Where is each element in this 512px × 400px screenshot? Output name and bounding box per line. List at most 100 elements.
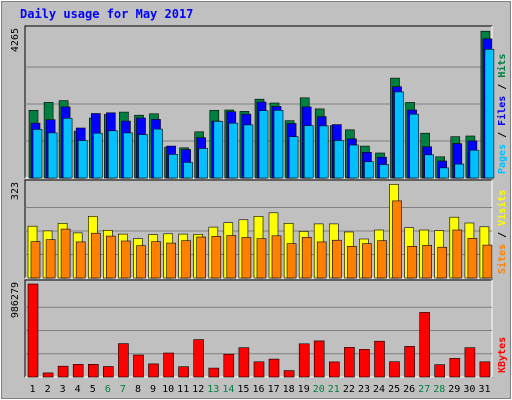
bar-pages	[439, 167, 450, 179]
bar-kbytes	[57, 365, 69, 378]
panel-bottom: 986279 KBytes	[10, 279, 508, 378]
bar-sites	[121, 240, 131, 279]
bar-kbytes	[359, 349, 370, 378]
bar-sites	[392, 200, 402, 279]
bar-kbytes	[268, 358, 280, 378]
bar-pages	[484, 48, 495, 179]
bar-sites	[136, 245, 146, 279]
bar-kbytes	[374, 340, 385, 378]
bar-sites	[256, 238, 267, 279]
x-tick-label: 20	[313, 384, 325, 395]
bar-kbytes	[72, 363, 84, 378]
x-tick-label: 14	[222, 384, 234, 395]
y-max-label: 4265	[10, 28, 21, 52]
x-tick-label: 11	[177, 384, 189, 395]
bar-pages	[318, 125, 329, 179]
x-tick-label: 3	[60, 384, 66, 395]
bar-kbytes	[238, 347, 250, 378]
bar-kbytes	[434, 364, 446, 378]
bar-sites	[226, 235, 237, 279]
bar-pages	[394, 91, 404, 179]
bar-pages	[469, 149, 480, 179]
bar-pages	[228, 122, 239, 179]
x-tick-label: 7	[120, 384, 126, 395]
bar-kbytes	[464, 347, 476, 378]
y-max-label: 323	[10, 182, 21, 200]
bar-pages	[108, 130, 118, 179]
x-tick-label: 29	[448, 384, 460, 395]
bar-pages	[47, 132, 58, 179]
bar-kbytes	[449, 358, 461, 378]
bar-sites	[60, 228, 71, 279]
bar-kbytes	[42, 372, 54, 378]
x-tick-label: 8	[135, 384, 141, 395]
x-tick-label: 24	[373, 384, 385, 395]
bar-kbytes	[88, 363, 99, 378]
side-legend: Pages / Files / Hits	[496, 54, 508, 174]
x-tick-label: 19	[298, 384, 310, 395]
side-legend-kbytes: KBytes	[497, 337, 508, 373]
x-tick-label: 10	[162, 384, 174, 395]
bar-pages	[93, 132, 103, 179]
bar-pages	[168, 154, 178, 179]
bar-sites	[301, 237, 312, 279]
x-tick-label: 22	[343, 384, 355, 395]
bar-sites	[211, 236, 222, 279]
x-tick-label: 12	[192, 384, 204, 395]
bar-pages	[183, 162, 193, 179]
bar-pages	[273, 110, 284, 179]
x-tick-label: 4	[75, 384, 81, 395]
bar-kbytes	[479, 361, 491, 378]
bar-sites	[151, 241, 161, 279]
bar-kbytes	[404, 346, 415, 378]
bar-kbytes	[103, 366, 114, 378]
bar-kbytes	[27, 283, 39, 378]
side-legend-pages: Pages	[497, 144, 508, 174]
side-legend-sep: /	[497, 78, 508, 96]
side-legend-sites: Sites	[496, 244, 508, 274]
x-tick-label: 26	[403, 384, 415, 395]
x-tick-label: 31	[478, 384, 490, 395]
side-legend-sep: /	[497, 226, 508, 244]
x-tick-label: 18	[283, 384, 295, 395]
bar-kbytes	[389, 361, 400, 378]
x-tick-label: 17	[268, 384, 280, 395]
bar-pages	[243, 124, 254, 179]
panel-top: 4265 Pages / Files / Hits	[10, 25, 508, 179]
bar-pages	[379, 164, 389, 179]
bar-pages	[409, 113, 419, 179]
side-legend-files: Files	[496, 96, 508, 126]
bar-sites	[482, 244, 493, 279]
bar-kbytes	[313, 340, 325, 378]
bar-sites	[106, 235, 116, 279]
x-tick-label: 6	[105, 384, 111, 395]
bar-pages	[258, 110, 269, 179]
bar-pages	[333, 140, 344, 179]
bar-sites	[377, 240, 387, 279]
bar-pages	[198, 148, 208, 179]
bar-kbytes	[178, 366, 189, 378]
x-tick-label: 27	[418, 384, 430, 395]
bar-kbytes	[208, 367, 220, 378]
bar-kbytes	[328, 361, 340, 378]
bar-pages	[288, 136, 299, 179]
bar-sites	[30, 241, 41, 279]
bar-pages	[303, 125, 314, 179]
side-legend-visits: Visits	[496, 190, 508, 226]
bar-pages	[62, 118, 73, 179]
panel-middle: 323 Sites / Visits	[10, 179, 508, 279]
bar-pages	[138, 134, 148, 179]
bar-pages	[349, 144, 359, 179]
side-legend: KBytes	[497, 337, 508, 373]
bar-pages	[364, 161, 374, 179]
bar-pages	[153, 128, 163, 179]
bar-kbytes	[118, 343, 129, 378]
bar-pages	[454, 163, 465, 179]
bar-sites	[241, 237, 252, 279]
bar-kbytes	[253, 361, 265, 378]
bar-sites	[407, 246, 417, 279]
bar-kbytes	[163, 352, 174, 378]
bar-sites	[45, 239, 56, 279]
bar-kbytes	[283, 370, 295, 378]
